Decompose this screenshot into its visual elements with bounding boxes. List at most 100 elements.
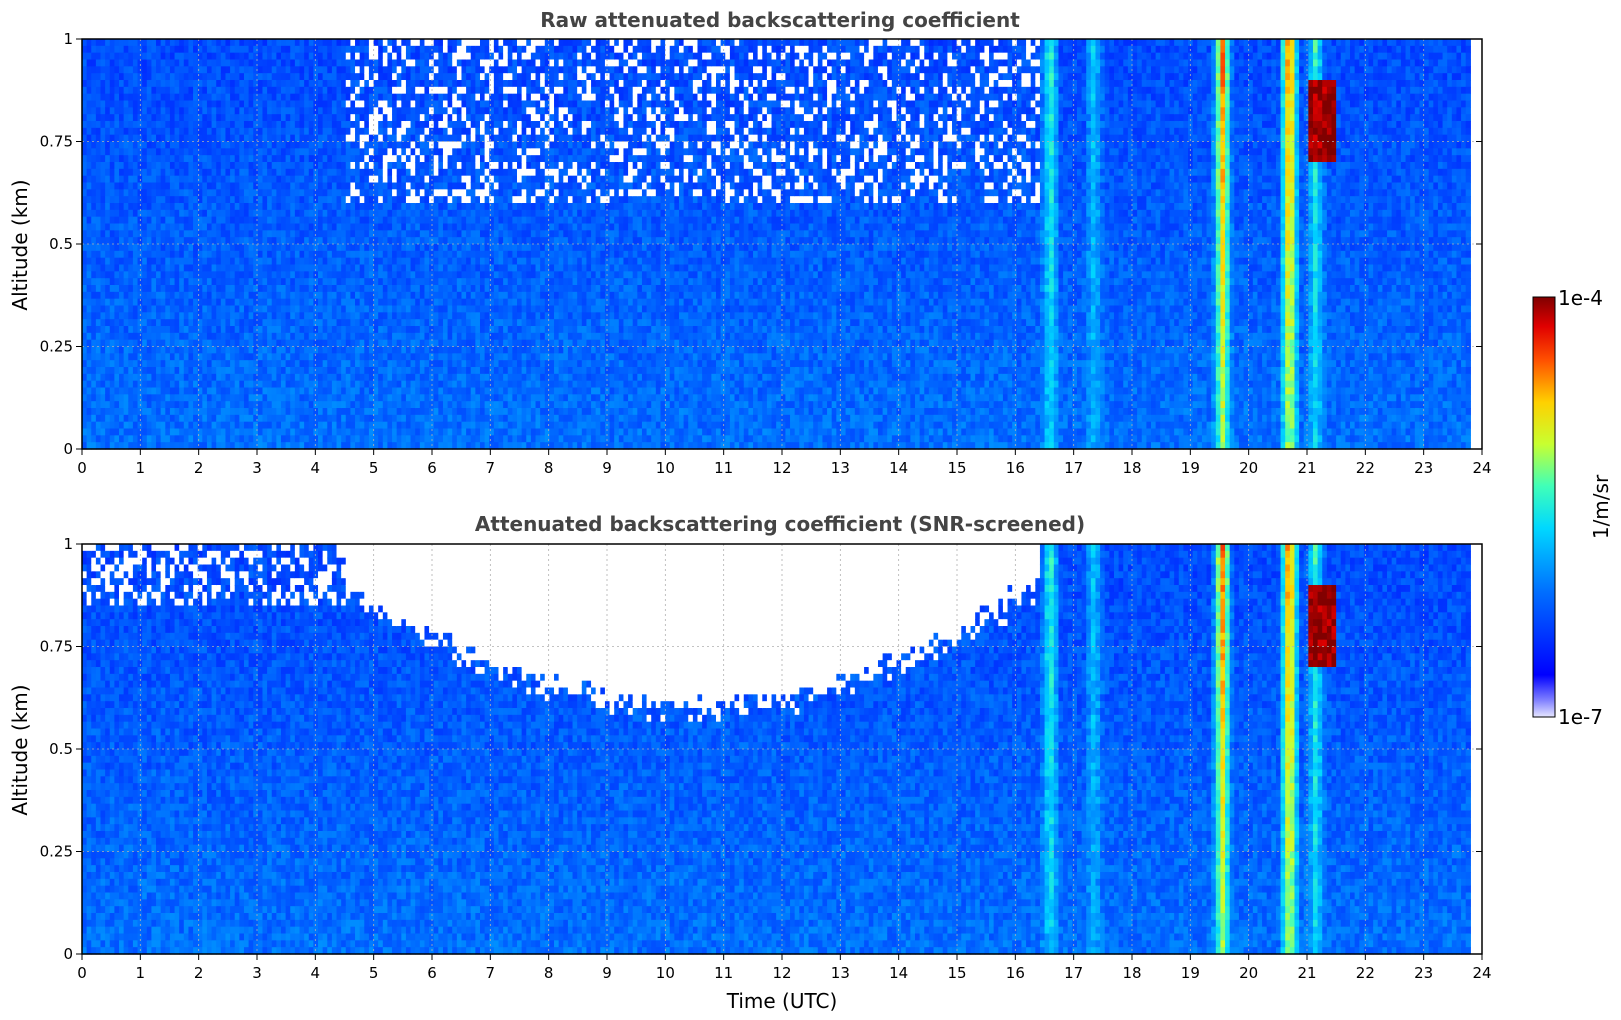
heatmap-cell [309,285,314,292]
heatmap-cell [133,388,138,395]
heatmap-cell [262,135,267,142]
heatmap-cell [101,237,106,244]
heatmap-cell [188,210,193,217]
heatmap-cell [87,210,92,217]
heatmap-cell [161,162,166,169]
heatmap-cell [281,210,286,217]
heatmap-cell [313,53,318,60]
heatmap-cell [249,367,254,374]
heatmap-cell [225,422,230,429]
heatmap-cell [239,292,244,299]
heatmap-cell [258,189,263,196]
heatmap-cell [119,360,124,367]
heatmap-cell [96,251,101,258]
heatmap-cell [151,155,156,162]
heatmap-cell [128,169,133,176]
heatmap-cell [304,292,309,299]
heatmap-cell [304,128,309,135]
heatmap-cell [225,292,230,299]
heatmap-cell [133,189,138,196]
heatmap-cell [332,176,337,183]
heatmap-cell [221,285,226,292]
heatmap-cell [184,408,189,415]
heatmap-cell [91,388,96,395]
heatmap-cell [235,237,240,244]
heatmap-cell [262,169,267,176]
heatmap-cell [258,374,263,381]
heatmap-cell [161,73,166,80]
heatmap-cell [156,422,161,429]
heatmap-cell [193,340,198,347]
heatmap-cell [207,80,212,87]
heatmap-cell [138,155,143,162]
heatmap-cell [147,169,152,176]
heatmap-cell [147,285,152,292]
heatmap-cell [295,237,300,244]
heatmap-cell [300,374,305,381]
heatmap-cell [318,319,323,326]
heatmap-cell [87,422,92,429]
heatmap-cell [165,306,170,313]
heatmap-cell [165,353,170,360]
heatmap-cell [258,224,263,231]
heatmap-cell [184,435,189,442]
heatmap-cell [96,135,101,142]
heatmap-cell [313,381,318,388]
heatmap-cell [151,326,156,333]
heatmap-cell [304,183,309,190]
heatmap-cell [295,53,300,60]
heatmap-cell [124,435,129,442]
heatmap-cell [286,381,291,388]
heatmap-cell [188,46,193,53]
heatmap-cell [124,148,129,155]
heatmap-cell [258,394,263,401]
heatmap-cell [119,299,124,306]
heatmap-cell [221,258,226,265]
heatmap-cell [138,183,143,190]
heatmap-cell [110,278,115,285]
heatmap-cell [133,415,138,422]
heatmap-cell [96,230,101,237]
heatmap-cell [96,367,101,374]
heatmap-cell [91,340,96,347]
heatmap-cell [128,237,133,244]
heatmap-cell [96,347,101,354]
heatmap-cell [119,176,124,183]
heatmap-cell [272,114,277,121]
heatmap-cell [193,435,198,442]
heatmap-cell [110,360,115,367]
heatmap-cell [82,319,87,326]
heatmap-cell [133,60,138,67]
heatmap-cell [323,155,328,162]
heatmap-cell [318,422,323,429]
heatmap-cell [221,224,226,231]
heatmap-cell [124,394,129,401]
heatmap-cell [170,60,175,67]
heatmap-cell [262,435,267,442]
heatmap-cell [290,203,295,210]
heatmap-cell [101,196,106,203]
heatmap-cell [258,408,263,415]
heatmap-cell [147,326,152,333]
heatmap-cell [110,265,115,272]
heatmap-cell [82,94,87,101]
heatmap-cell [267,155,272,162]
heatmap-cell [151,210,156,217]
heatmap-cell [262,176,267,183]
heatmap-cell [170,189,175,196]
heatmap-cell [323,128,328,135]
heatmap-cell [225,128,230,135]
heatmap-cell [188,183,193,190]
heatmap-cell [235,374,240,381]
heatmap-cell [313,155,318,162]
heatmap-cell [276,107,281,114]
heatmap-cell [105,46,110,53]
heatmap-cell [313,299,318,306]
heatmap-cell [323,196,328,203]
heatmap-cell [313,148,318,155]
heatmap-cell [175,374,180,381]
heatmap-cell [244,244,249,251]
heatmap-cell [212,135,217,142]
heatmap-cell [323,217,328,224]
heatmap-cell [110,183,115,190]
